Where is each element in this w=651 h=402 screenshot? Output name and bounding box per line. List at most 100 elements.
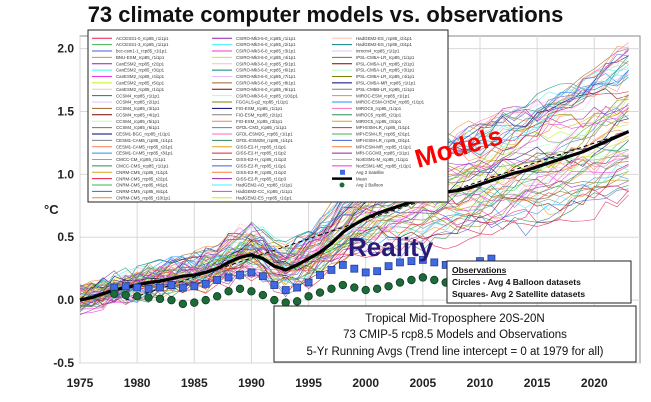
model-series-line (79, 107, 629, 308)
balloon-point (281, 298, 290, 307)
satellite-point (190, 282, 199, 291)
legend-entry: GISS-E2-R_rcp85_r1i1p3 (236, 176, 287, 181)
legend-entry: IPSL-CM5A-LR_rcp85_r3i1p1 (356, 68, 415, 73)
observations-line: Squares- Avg 2 Satellite datasets (452, 289, 585, 299)
legend-entry: CMCC-CM_rcp85_r1i1p1 (116, 157, 166, 162)
legend-entry: NorESM1-M_rcp85_r1i1p1 (356, 157, 409, 162)
legend-entry: CSIRO-Mk3-6-0_rcp85_r8i1p1 (236, 80, 296, 85)
satellite-point (167, 281, 176, 289)
legend-entry: CESM1-CAM5_rcp85_r3i1p1 (116, 151, 173, 156)
balloon-point (304, 292, 313, 301)
legend-entry: CESM1-CAM5_rcp85_r1i1p1 (116, 138, 173, 143)
model-series-line (79, 134, 629, 310)
legend-entry: CCSM4_rcp85_r1i1p1 (116, 93, 160, 98)
y-axis-label: °C (44, 202, 59, 217)
satellite-point (361, 268, 370, 277)
balloon-point (384, 282, 393, 291)
legend-entry: GISS-E2-H_rcp85_r1i1p1 (236, 144, 287, 149)
balloon-point (430, 275, 439, 285)
legend-entry: CSIRO-Mk3-6-0_rcp85_r7i1p1 (236, 74, 296, 79)
balloon-point (327, 284, 336, 293)
legend-entry: FIO-ESM_rcp85_r2i1p1 (236, 112, 283, 117)
balloon-point (372, 284, 382, 293)
x-tick-label: 1980 (124, 376, 151, 390)
legend-entry: NorESM1-ME_rcp85_r1i1p1 (356, 163, 412, 168)
x-tick-label: 2010 (467, 376, 494, 390)
legend-entry: Mean (356, 176, 368, 181)
legend-entry: CanESM2_rcp85_r2i1p1 (116, 61, 165, 66)
balloon-point (338, 280, 348, 290)
legend-entry: IPSL-CM5B-LR_rcp85_r1i1p1 (356, 87, 415, 92)
satellite-point (133, 283, 142, 292)
info-line: 5-Yr Running Avgs (Trend line intercept … (307, 346, 604, 358)
balloon-point (110, 289, 119, 299)
legend-entry: GISS-E2-H_rcp85_r1i1p2 (236, 151, 287, 156)
y-tick-label: 0.0 (57, 293, 74, 307)
legend-swatch (340, 169, 345, 175)
model-series-line (79, 104, 629, 307)
satellite-point (121, 282, 130, 291)
satellite-point (418, 255, 427, 264)
balloon-point (407, 275, 416, 285)
x-tick-label: 2015 (524, 376, 551, 390)
legend-entry: CCSM4_rcp85_r6i1p1 (116, 125, 160, 130)
balloon-point (224, 287, 233, 296)
satellite-point (270, 281, 279, 289)
legend-entry: HadGEM2-ES_rcp85_r3i1p1 (356, 42, 412, 47)
legend-entry: inmcm4_rcp85_r1i1p1 (356, 49, 400, 54)
reality-label: Reality (348, 232, 434, 262)
legend-entry: CCSM4_rcp85_r5i1p1 (116, 119, 160, 124)
legend-entry: HadGEM2-AO_rcp85_r1i1p1 (236, 183, 293, 188)
legend-entry: CNRM-CM5_rcp85_r1i1p1 (116, 170, 169, 175)
model-series-line (79, 138, 629, 309)
legend: ACCESS1-0_rcp85_r1i1p1ACCESS1-3_rcp85_r1… (87, 29, 449, 203)
satellite-point (384, 262, 393, 271)
balloon-point (212, 292, 222, 301)
satellite-point (236, 271, 244, 279)
legend-entry: CSIRO-Mk3-6-0_rcp85_r9i1p1 (236, 87, 296, 92)
x-tick-label: 1995 (295, 376, 322, 390)
legend-entry: GFDL-ESM2G_rcp85_r1i1p1 (236, 132, 293, 137)
balloon-point (361, 285, 370, 295)
chart-title: 73 climate computer models vs. observati… (87, 2, 564, 27)
legend-entry: MPI-ESM-MR_rcp85_r1i1p1 (356, 144, 412, 149)
legend-entry: CanESM2_rcp85_r5i1p1 (116, 80, 165, 85)
balloon-point (144, 293, 153, 302)
x-tick-label: 2000 (352, 376, 379, 390)
legend-entry: IPSL-CM5A-LR_rcp85_r4i1p1 (356, 74, 415, 79)
legend-entry: MIROC-ESM-CHEM_rcp85_r1i1p1 (356, 100, 425, 105)
legend-entry: IPSL-CM5A-MR_rcp85_r1i1p1 (356, 80, 416, 85)
legend-entry: CCSM4_rcp85_r2i1p1 (116, 100, 160, 105)
legend-entry: HadGEM2-ES_rcp85_r2i1p1 (356, 36, 412, 41)
legend-entry: GISS-E2-H_rcp85_r1i1p3 (236, 157, 287, 162)
y-tick-label: 1.5 (57, 104, 74, 118)
legend-entry: HadGEM2-ES_rcp85_r1i1p1 (236, 195, 292, 200)
satellite-point (247, 268, 256, 277)
legend-swatch (339, 182, 345, 188)
legend-entry: CESM1-CAM5_rcp85_r2i1p1 (116, 144, 173, 149)
legend-entry: MPI-ESM-LR_rcp85_r1i1p1 (356, 125, 410, 130)
legend-entry: HadGEM2-CC_rcp85_r1i1p1 (236, 189, 293, 194)
balloon-point (190, 298, 199, 307)
legend-entry: bcc-csm1-1_rcp85_r1i1p1 (116, 49, 167, 54)
model-series-line (79, 179, 629, 307)
legend-entry: BNU-ESM_rcp85_r1i1p1 (116, 55, 165, 60)
legend-entry: GISS-E2-R_rcp85_r1i1p1 (236, 163, 287, 168)
satellite-point (316, 271, 324, 279)
balloon-point (132, 292, 142, 301)
satellite-point (373, 267, 382, 276)
legend-entry: CanESM2_rcp85_r1i1p1 (116, 87, 165, 92)
satellite-point (213, 276, 222, 284)
satellite-point (304, 278, 313, 287)
legend-entry: CanESM2_rcp85_r4i1p1 (116, 74, 165, 79)
satellite-point (327, 266, 336, 274)
legend-entry: CNRM-CM5_rcp85_r10i1p1 (116, 195, 171, 200)
balloon-point (121, 290, 130, 300)
balloon-point (270, 295, 279, 305)
balloon-point (178, 299, 188, 309)
legend-entry: MPI-ESM-LR_rcp85_r3i1p1 (356, 138, 410, 143)
legend-entry: CSIRO-Mk3-6-0_rcp85_r3i1p1 (236, 49, 296, 54)
model-series-line (79, 180, 629, 315)
